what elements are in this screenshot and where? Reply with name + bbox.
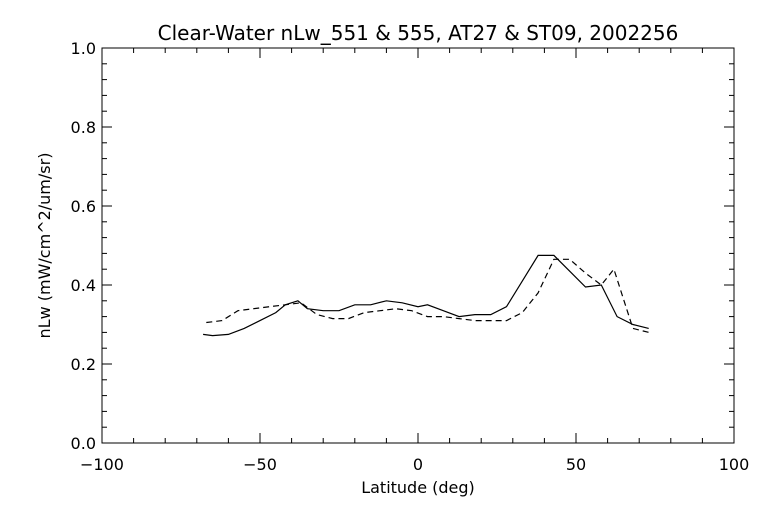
x-tick-label: 100 [719,455,750,474]
tick-labels: −100 −50 0 50 100 0.0 0.2 0.4 0.6 0.8 1.0 [71,39,750,474]
y-axis-label: nLw (mW/cm^2/um/sr) [35,153,54,339]
y-tick-label: 1.0 [71,39,96,58]
series-line-solid [203,254,649,337]
chart-title: Clear-Water nLw_551 & 555, AT27 & ST09, … [158,21,679,45]
y-tick-label: 0.6 [71,197,96,216]
axis-ticks [101,47,735,444]
x-axis-label: Latitude (deg) [361,478,475,497]
series-group [203,254,649,337]
x-tick-label: −100 [80,455,124,474]
y-tick-label: 0.4 [71,276,96,295]
y-tick-label: 0.2 [71,355,96,374]
y-tick-label: 0.0 [71,434,96,453]
x-tick-label: 50 [566,455,586,474]
x-tick-label: −50 [243,455,277,474]
x-tick-label: 0 [413,455,423,474]
plot-frame [101,47,735,444]
y-tick-label: 0.8 [71,118,96,137]
series-line-dashed [206,258,649,333]
